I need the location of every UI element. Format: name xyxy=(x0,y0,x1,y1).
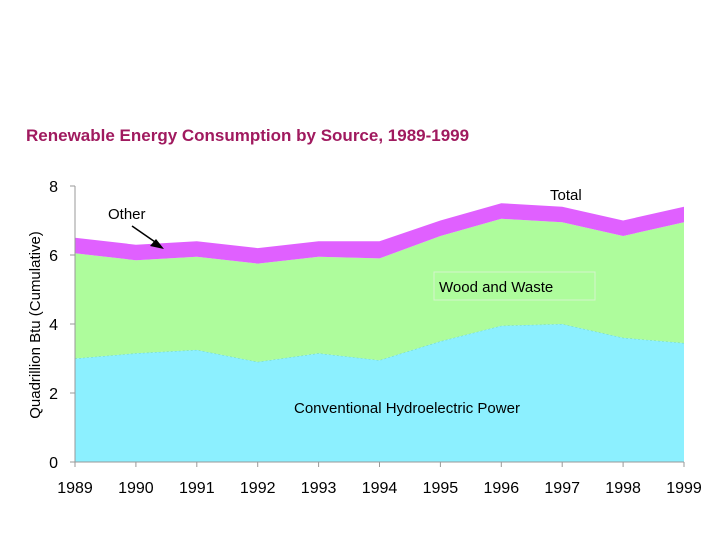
chart-title: Renewable Energy Consumption by Source, … xyxy=(26,126,470,145)
y-tick-label: 6 xyxy=(49,248,58,265)
y-tick-label: 2 xyxy=(49,386,58,403)
x-tick-label: 1997 xyxy=(544,480,580,497)
axes xyxy=(70,185,685,467)
y-tick-label: 8 xyxy=(49,179,58,196)
y-tick-label: 4 xyxy=(49,317,58,334)
area-conventional-hydroelectric-power xyxy=(75,324,684,462)
x-tick-label: 1991 xyxy=(179,480,215,497)
x-tick-label: 1989 xyxy=(57,480,93,497)
x-tick-label: 1998 xyxy=(605,480,641,497)
x-tick-label: 1996 xyxy=(484,480,520,497)
x-tick-label: 1990 xyxy=(118,480,154,497)
annotation-wood-box xyxy=(433,271,596,301)
annotation-wood-and-waste: Wood and Waste xyxy=(439,279,553,296)
annotation-other: Other xyxy=(108,206,146,223)
annotation-hydro: Conventional Hydroelectric Power xyxy=(294,400,520,417)
x-tick-label: 1992 xyxy=(240,480,276,497)
x-tick-label: 1995 xyxy=(423,480,459,497)
y-tick-label: 0 xyxy=(49,455,58,472)
series-areas xyxy=(74,203,685,462)
x-tick-label: 1994 xyxy=(362,480,398,497)
area-wood-and-waste xyxy=(75,218,684,362)
x-tick-label: 1999 xyxy=(666,480,702,497)
annotation-other-arrow xyxy=(131,225,159,245)
y-axis-label: Quadrillion Btu (Cumulative) xyxy=(27,231,44,419)
annotation-total: Total xyxy=(550,187,582,204)
area-other xyxy=(75,203,684,264)
annotation-other-arrowhead xyxy=(150,239,164,249)
x-tick-label: 1993 xyxy=(301,480,337,497)
tick-labels: 0 2 4 6 8 1989 1990 1991 1992 1993 1994 1995 1996 199… xyxy=(49,179,702,497)
